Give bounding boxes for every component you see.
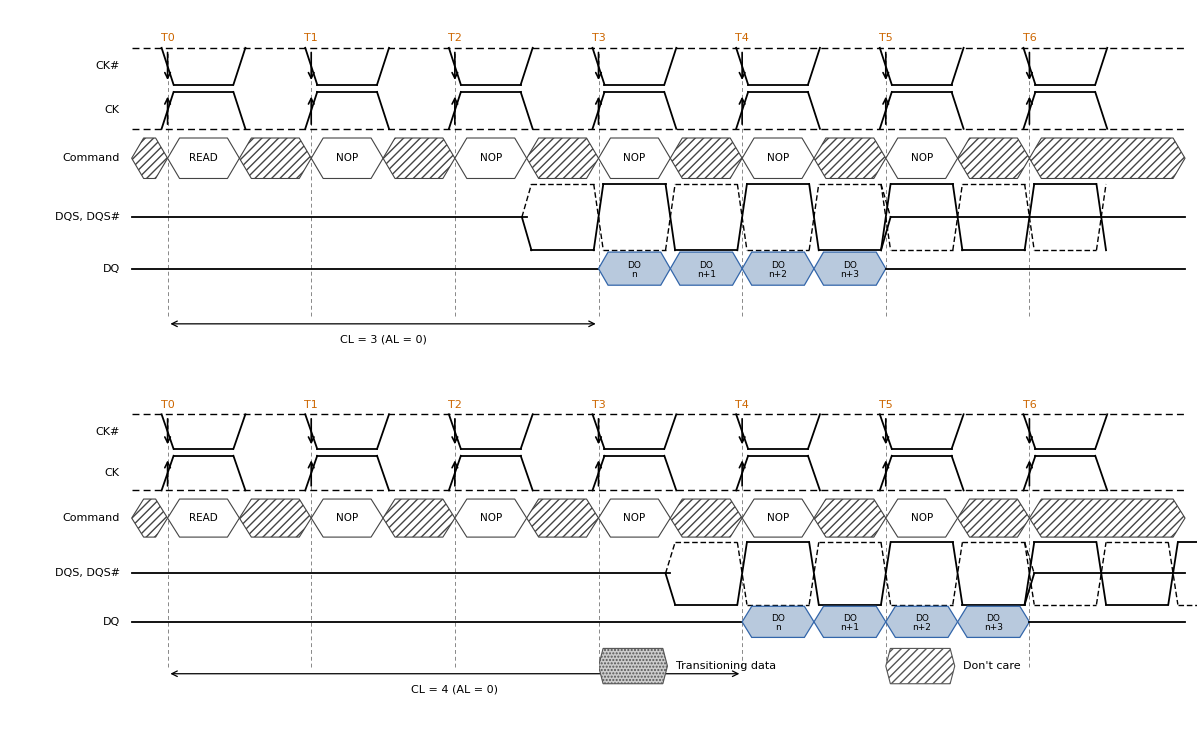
Polygon shape [1029,138,1185,179]
Text: CK: CK [104,105,120,116]
Text: DQ: DQ [103,263,120,274]
Polygon shape [670,138,742,179]
Polygon shape [958,499,1029,537]
Text: NOP: NOP [336,153,358,163]
Polygon shape [958,138,1029,179]
Polygon shape [132,138,168,179]
Text: DQ: DQ [103,617,120,627]
Text: DO: DO [915,615,929,623]
Polygon shape [814,138,886,179]
Text: DO: DO [771,615,785,623]
Text: T1: T1 [304,400,318,411]
Text: CK#: CK# [96,61,120,71]
Text: T4: T4 [735,33,749,43]
Text: T6: T6 [1022,400,1037,411]
Text: DQS, DQS#: DQS, DQS# [55,212,120,222]
Text: DO: DO [843,261,857,270]
Polygon shape [598,138,670,179]
Text: CL = 3 (AL = 0): CL = 3 (AL = 0) [340,335,426,345]
Text: Don't care: Don't care [964,661,1021,671]
Polygon shape [670,499,742,537]
Text: T2: T2 [448,33,462,43]
Text: NOP: NOP [911,153,932,163]
Polygon shape [527,138,598,179]
Text: T4: T4 [735,400,749,411]
Text: DO: DO [771,261,785,270]
Polygon shape [814,499,886,537]
Text: n: n [776,623,780,631]
Text: CL = 4 (AL = 0): CL = 4 (AL = 0) [412,684,498,694]
Text: Command: Command [62,153,120,163]
Text: T3: T3 [591,33,606,43]
Text: n+3: n+3 [984,623,1003,631]
Polygon shape [886,648,955,684]
Polygon shape [311,138,383,179]
Polygon shape [239,499,311,537]
Text: NOP: NOP [911,513,932,523]
Polygon shape [598,499,670,537]
Polygon shape [670,252,742,286]
Polygon shape [742,138,814,179]
Polygon shape [598,252,670,286]
Polygon shape [958,606,1029,637]
Polygon shape [886,138,958,179]
Text: NOP: NOP [624,153,645,163]
Polygon shape [598,648,668,684]
Polygon shape [239,138,311,179]
Polygon shape [168,499,239,537]
Text: DQS, DQS#: DQS, DQS# [55,568,120,578]
Polygon shape [742,252,814,286]
Text: DO: DO [627,261,642,270]
Polygon shape [742,606,814,637]
Text: CK#: CK# [96,427,120,436]
Polygon shape [383,499,455,537]
Text: T6: T6 [1022,33,1037,43]
Polygon shape [814,252,886,286]
Text: n: n [632,270,637,279]
Text: NOP: NOP [336,513,358,523]
Text: NOP: NOP [767,513,789,523]
Text: Transitioning data: Transitioning data [676,661,776,671]
Text: T0: T0 [160,33,175,43]
Polygon shape [814,606,886,637]
Text: NOP: NOP [624,513,645,523]
Text: READ: READ [189,513,218,523]
Text: READ: READ [189,153,218,163]
Text: DO: DO [986,615,1001,623]
Text: n+1: n+1 [840,623,859,631]
Text: T3: T3 [591,400,606,411]
Text: n+2: n+2 [768,270,788,279]
Text: NOP: NOP [480,153,502,163]
Polygon shape [132,499,168,537]
Polygon shape [455,499,527,537]
Polygon shape [168,138,239,179]
Text: NOP: NOP [767,153,789,163]
Polygon shape [1029,499,1185,537]
Text: n+2: n+2 [912,623,931,631]
Text: T2: T2 [448,400,462,411]
Text: T5: T5 [879,400,893,411]
Polygon shape [455,138,527,179]
Polygon shape [311,499,383,537]
Text: CK: CK [104,468,120,478]
Text: n+3: n+3 [840,270,859,279]
Text: T0: T0 [160,400,175,411]
Polygon shape [742,499,814,537]
Polygon shape [886,606,958,637]
Text: n+1: n+1 [697,270,716,279]
Polygon shape [886,499,958,537]
Text: T1: T1 [304,33,318,43]
Text: DO: DO [843,615,857,623]
Polygon shape [527,499,598,537]
Text: DO: DO [699,261,713,270]
Text: Command: Command [62,513,120,523]
Text: T5: T5 [879,33,893,43]
Polygon shape [383,138,455,179]
Text: NOP: NOP [480,513,502,523]
